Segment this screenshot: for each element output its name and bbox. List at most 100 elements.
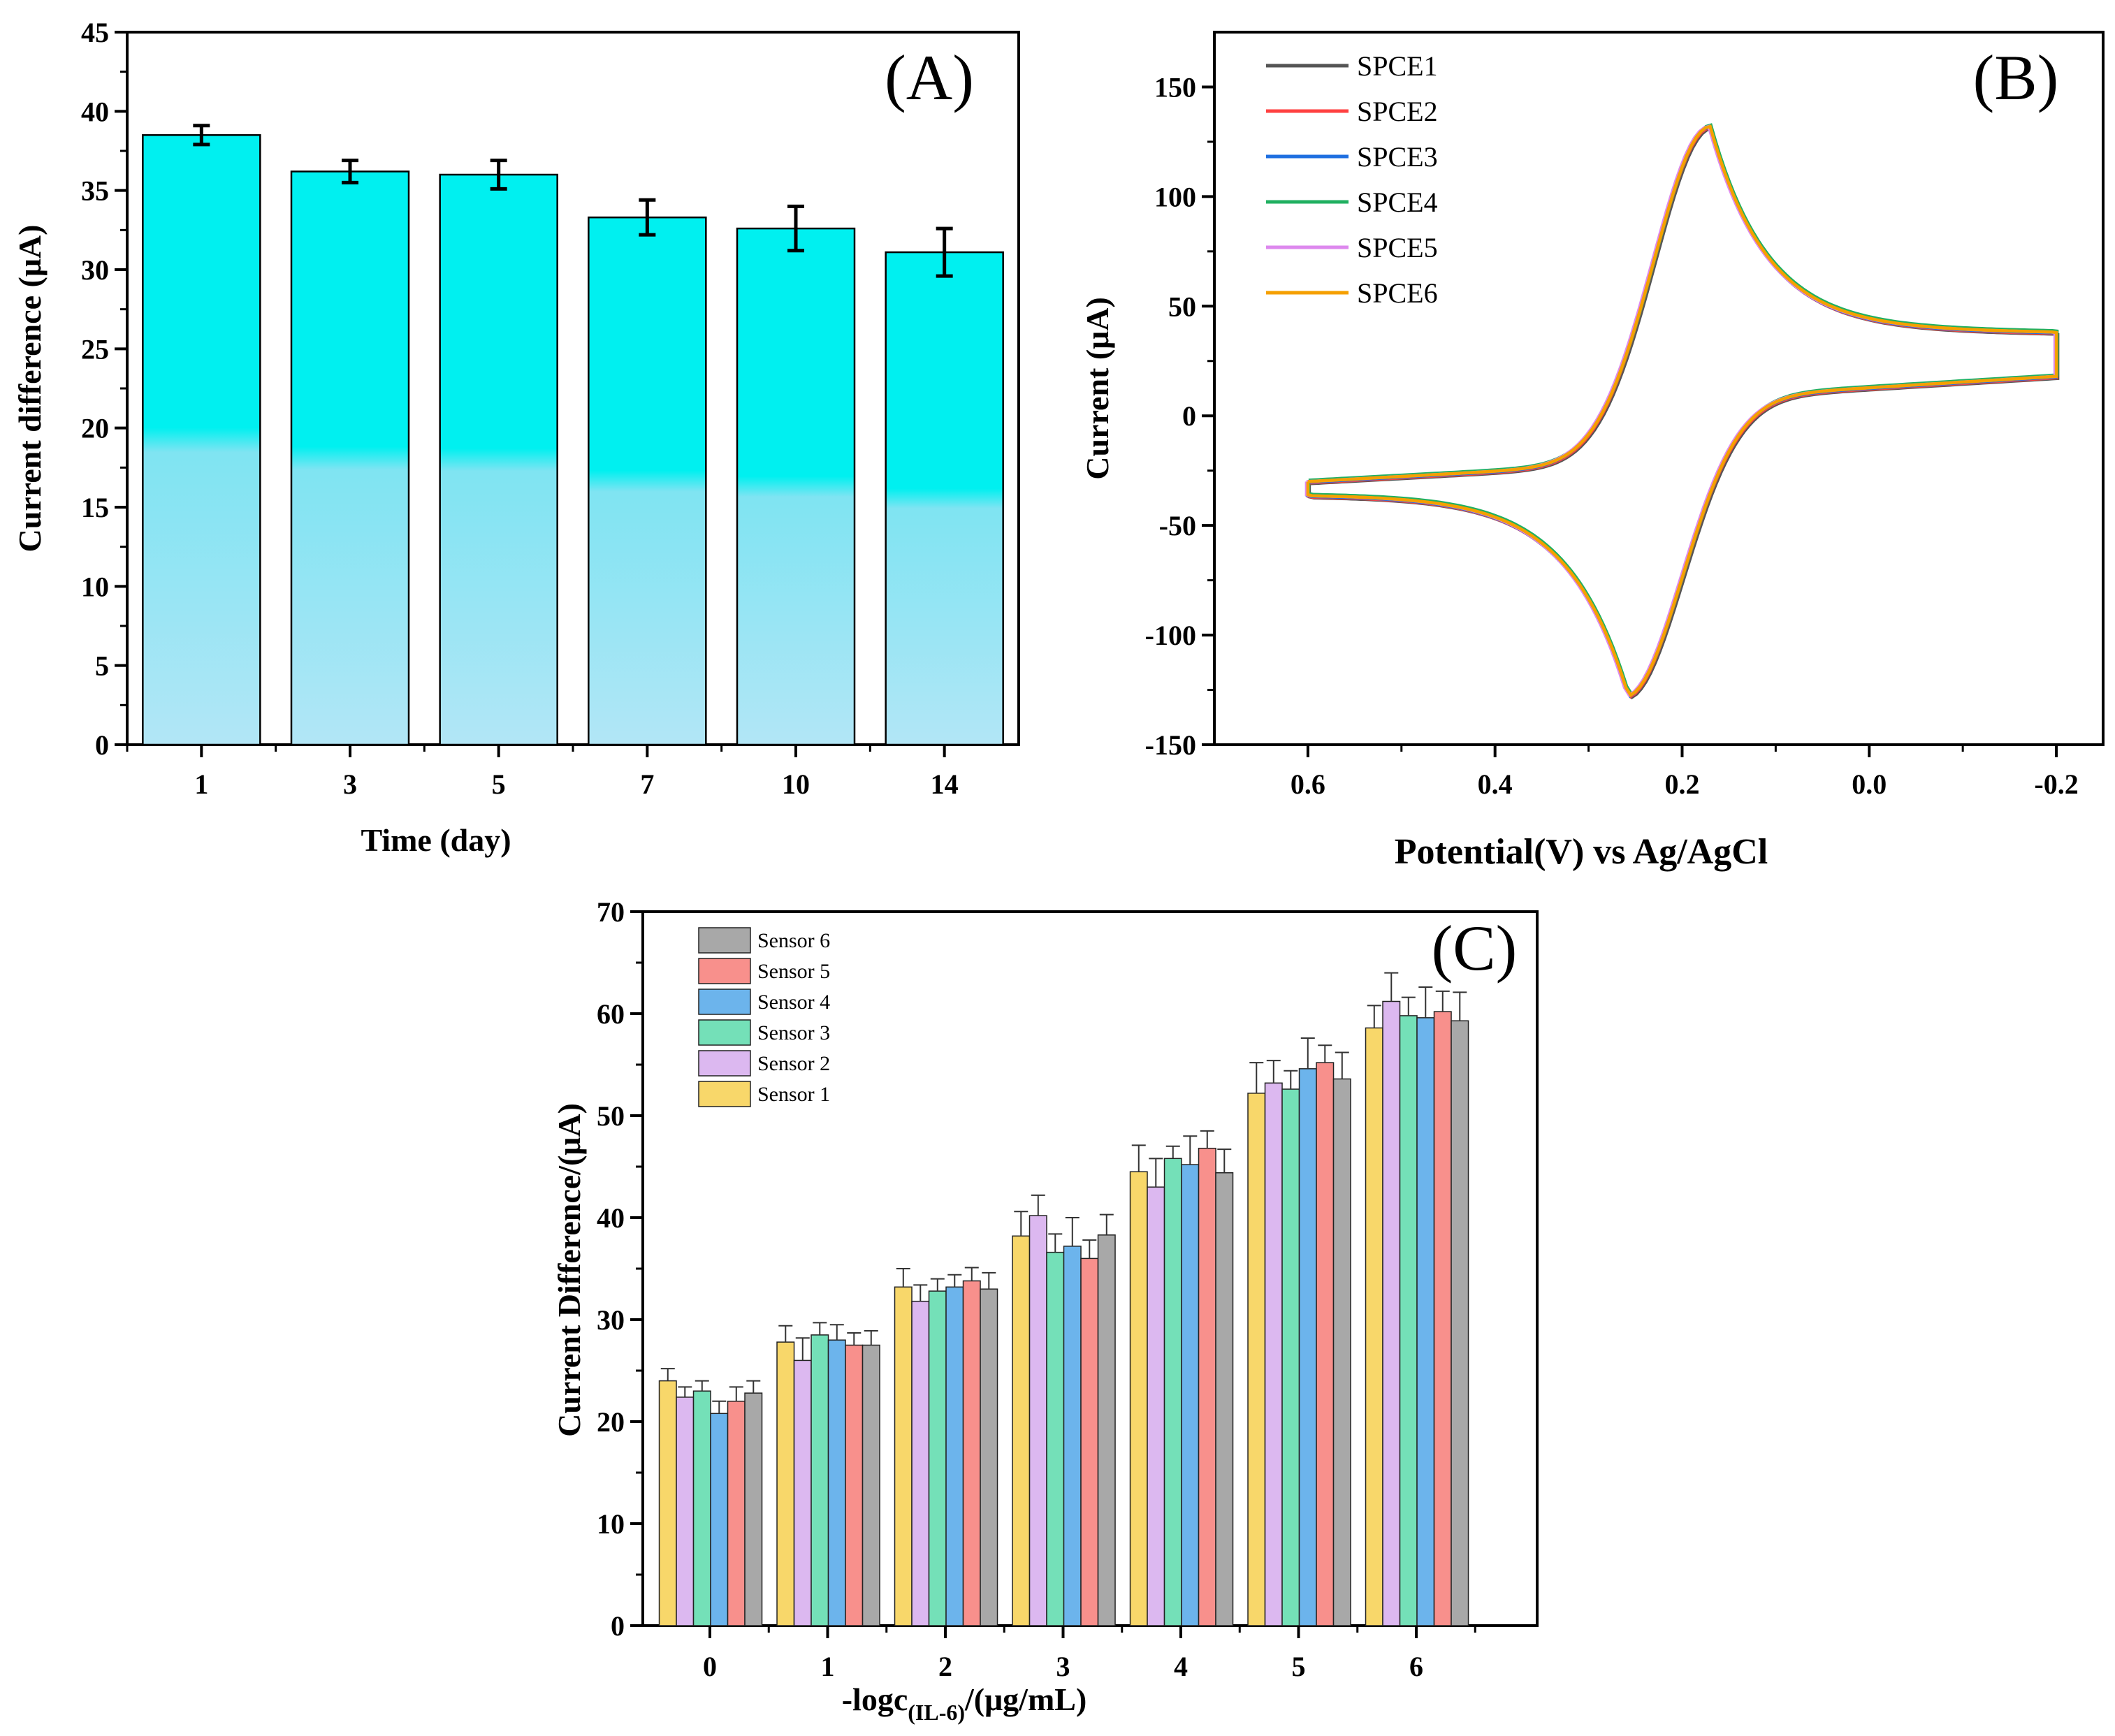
panel-c-legend-label: Sensor 6 [757,929,830,952]
panel-c-legend-swatch [698,1081,751,1107]
panel-c-y-axis-label: Current Difference/(μA) [551,1103,587,1437]
panel-a-y-tick-label: 15 [81,492,109,523]
panel-b-x-tick-label: 0.4 [1478,768,1513,800]
panel-c-bar [945,1286,964,1626]
panel-a-x-tick-label: 7 [640,768,654,800]
panel-c-x-tick-label: 4 [1174,1651,1188,1682]
panel-c-bar [1080,1257,1099,1626]
panel-c-bar [1181,1164,1200,1626]
panel-a-x-tick-label: 1 [194,768,208,800]
panel-b-legend-label: SPCE3 [1357,141,1438,173]
panel-c-bar [1063,1246,1082,1626]
panel-b-y-tick-label: 100 [1154,181,1196,212]
panel-c-x-tick-label: 5 [1292,1651,1306,1682]
panel-b-legend-label: SPCE5 [1357,232,1438,263]
panel-c-bar [1129,1171,1148,1626]
panel-b-chart: -150 -100 -50 0 50 100 150 0.6 0.4 0.2 0.0 -0.2 SP… [1080,31,2105,872]
panel-c-y-tick-label: 30 [597,1304,625,1336]
panel-a-x-axis-label: Time (day) [361,822,511,858]
panel-c-y-tick-label: 40 [597,1202,625,1234]
panel-c-y-tick-label: 20 [597,1406,625,1438]
panel-c-bar [1416,1017,1435,1626]
panel-a-bar [142,134,261,746]
panel-c-bar [1247,1093,1266,1626]
panel-a-y-tick-label: 40 [81,96,109,127]
panel-c-x-tick-label: 2 [938,1651,952,1682]
panel-a-y-tick-label: 0 [95,729,109,761]
panel-c-bar [1433,1011,1452,1626]
panel-a-y-tick-label: 20 [81,413,109,444]
panel-c-y-tick-label: 60 [597,998,625,1030]
panel-c-bar [658,1380,677,1626]
panel-a-x-tick-label: 14 [931,768,959,800]
panel-b-y-tick-label: 50 [1168,291,1196,322]
panel-c-bar [1399,1015,1418,1626]
panel-c-bar [1147,1186,1165,1626]
panel-a-bar [290,170,410,746]
panel-c-y-tick-label: 50 [597,1100,625,1132]
panel-c-legend-label: Sensor 2 [757,1052,830,1075]
panel-c-bar [1198,1147,1216,1626]
panel-c-bar [862,1344,880,1626]
panel-a-y-tick-label: 30 [81,254,109,286]
panel-a-bar [439,173,558,746]
panel-c-bar [1281,1088,1300,1626]
panel-c-label: (C) [1432,912,1518,984]
panel-c-bar [1298,1068,1317,1626]
panel-c-bar [894,1286,913,1626]
panel-b-y-tick-label: -100 [1145,620,1196,651]
panel-a-x-tick-label: 3 [343,768,357,800]
panel-c-legend-label: Sensor 4 [757,991,830,1014]
panel-a-y-tick-label: 35 [81,175,109,207]
panel-c-x-axis-label-sub: (IL-6) [908,1700,965,1725]
panel-c-bar [845,1344,864,1626]
panel-c-x-axis-label-tail: /(μg/mL) [964,1682,1086,1717]
panel-a-y-tick-label: 25 [81,333,109,365]
panel-b-y-tick-label: 150 [1154,71,1196,103]
panel-c-bar [811,1334,829,1626]
panel-c-legend-swatch [698,1050,751,1077]
panel-b-label: (B) [1973,42,2059,113]
panel-c-bar [710,1413,729,1626]
panel-a-bar [588,216,707,746]
panel-b-x-tick-label: 0.2 [1664,768,1699,800]
panel-c-bar [827,1339,846,1626]
panel-c-x-tick-label: 1 [821,1651,835,1682]
panel-c-x-axis-label-main: -logc [842,1682,908,1717]
panel-c-bar [962,1280,981,1626]
panel-c-bar [1332,1078,1351,1626]
panel-c-legend-label: Sensor 1 [757,1083,830,1106]
panel-b-y-tick-label: 0 [1182,400,1196,432]
panel-c-y-tick-label: 0 [611,1610,625,1642]
panel-c-bar [1012,1235,1031,1626]
panel-c-bar [727,1401,746,1626]
panel-c-bar [1163,1158,1182,1626]
panel-a-y-tick-label: 5 [95,650,109,682]
panel-a-bar [736,227,856,746]
panel-c-bar [1029,1215,1047,1626]
panel-a-label: (A) [885,42,974,113]
panel-c-bar [911,1300,930,1626]
panel-c-bar [1451,1020,1469,1626]
panel-b-x-tick-label: 0.6 [1291,768,1325,800]
panel-a-y-tick-label: 45 [81,17,109,48]
panel-b-y-axis-label: Current (μA) [1080,297,1115,480]
panel-c-chart: 0 10 20 30 40 50 60 70 0 1 2 3 4 5 6 Sensor 6 Sensor 5… [551,896,1539,1725]
panel-a-x-tick-label: 5 [492,768,506,800]
panel-b-plot-frame [1213,31,2105,746]
panel-c-legend-swatch [698,927,751,954]
panel-b-legend-label: SPCE1 [1357,50,1438,82]
panel-c-bar [1097,1234,1116,1626]
panel-c-bar [928,1290,947,1626]
panel-c-legend-label: Sensor 5 [757,960,830,983]
panel-b-x-tick-label: 0.0 [1852,768,1887,800]
panel-c-bar [1264,1082,1283,1626]
panel-c-bar [676,1396,695,1626]
panel-c-legend-label: Sensor 3 [757,1021,830,1044]
panel-c-bar [1046,1251,1065,1626]
panel-b-x-tick-label: -0.2 [2034,768,2078,800]
panel-c-bar [1316,1062,1335,1626]
panel-c-x-axis-label: -logc(IL-6)/(μg/mL) [842,1682,1087,1725]
panel-c-bar [980,1288,998,1626]
